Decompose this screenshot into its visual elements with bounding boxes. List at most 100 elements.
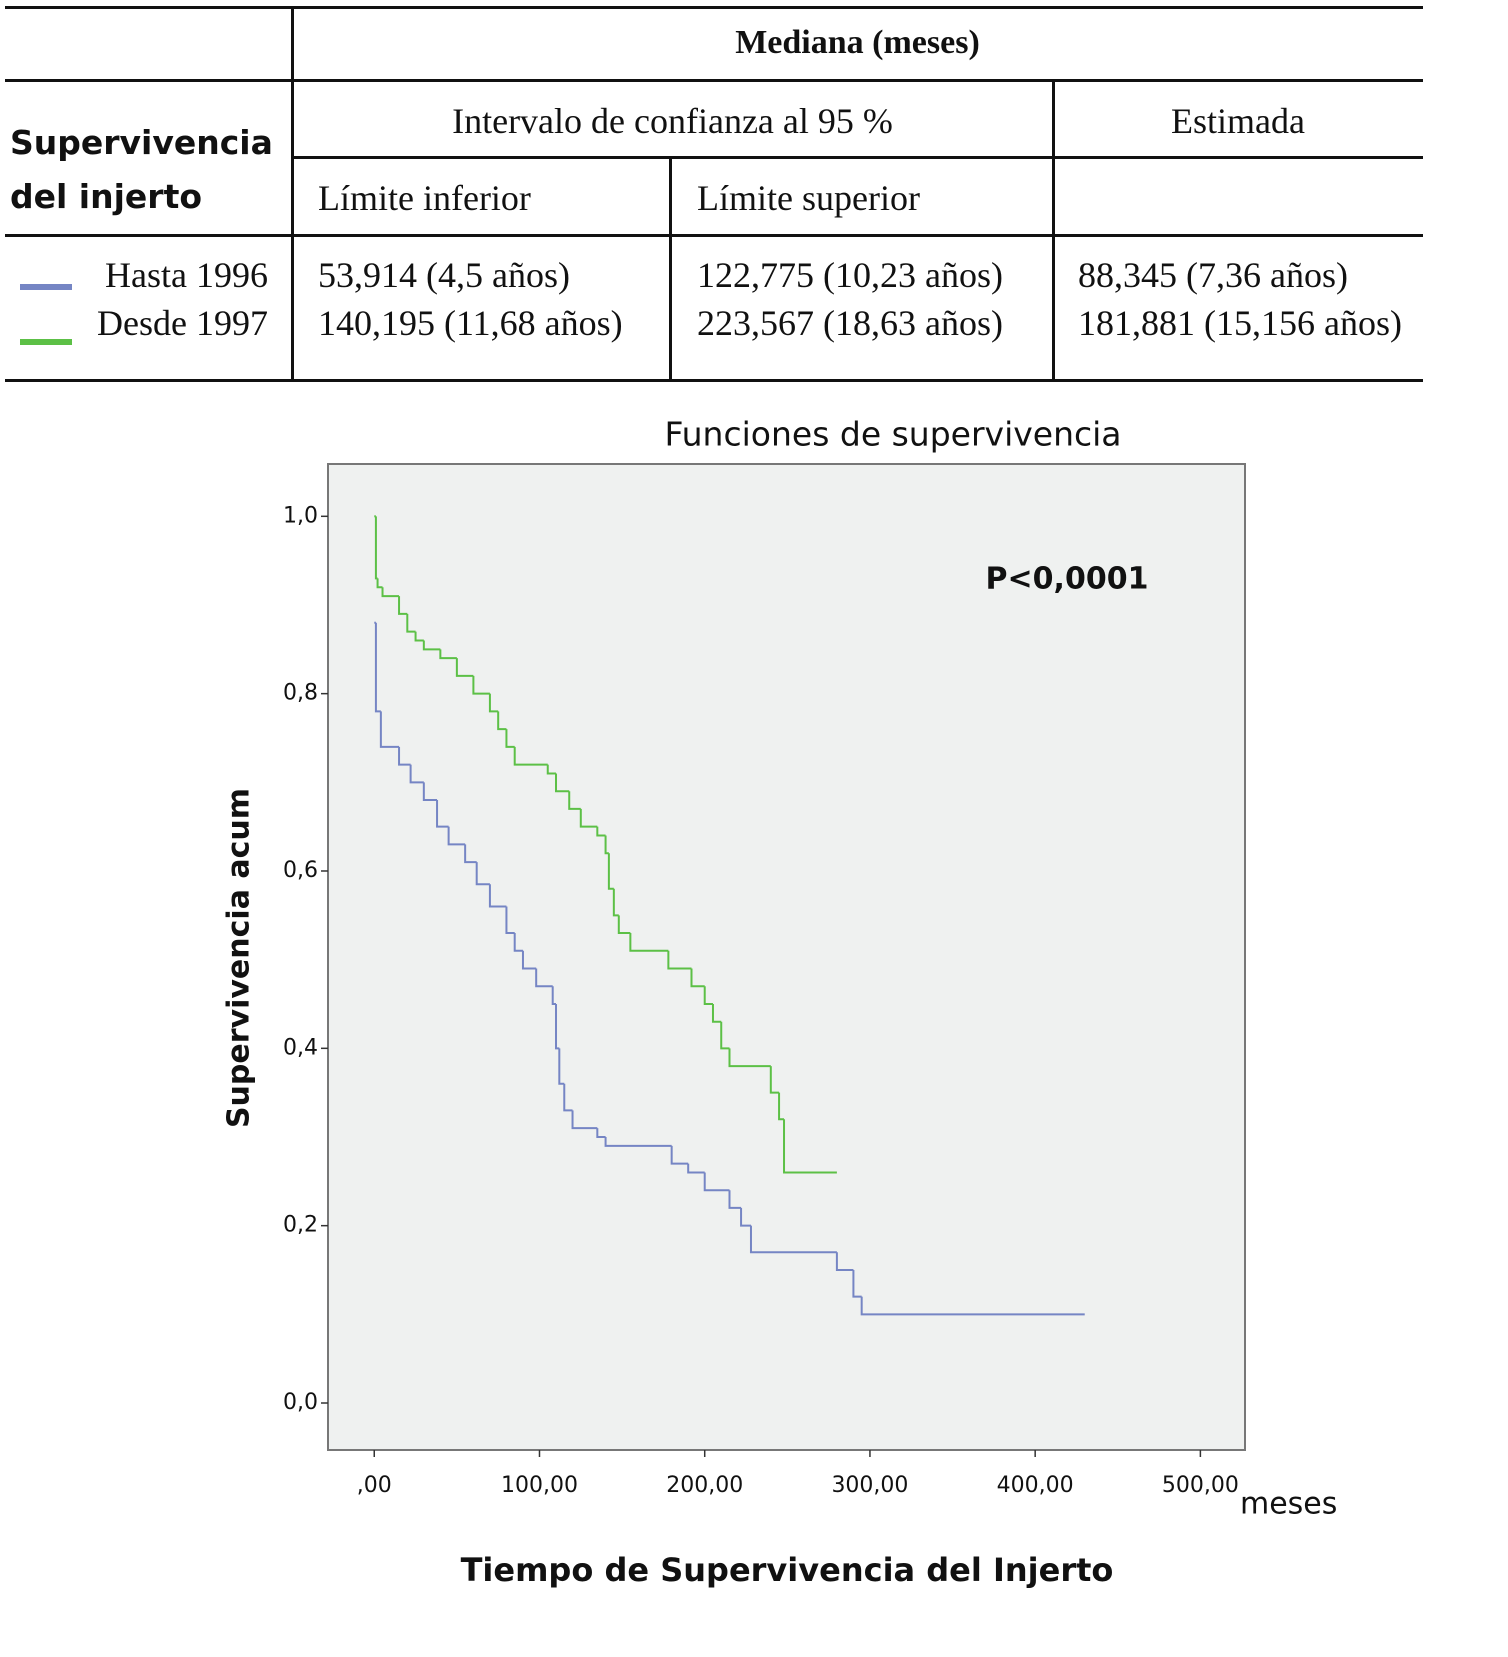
lower-header: Límite inferior bbox=[318, 178, 531, 218]
x-axis-label: Tiempo de Supervivencia del Injerto bbox=[461, 1551, 1114, 1589]
cell: 140,195 (11,68 años) bbox=[318, 303, 623, 343]
row-label: Hasta 1996 bbox=[105, 255, 268, 295]
survival-step bbox=[728, 1190, 742, 1209]
x-tick-label: 100,00 bbox=[501, 1473, 578, 1498]
survival-step bbox=[513, 746, 548, 766]
survival-step bbox=[783, 1119, 837, 1174]
legend-swatch bbox=[20, 339, 72, 345]
survival-step bbox=[513, 933, 523, 952]
cell: 122,775 (10,23 años) bbox=[697, 255, 1003, 295]
y-tick-label: 0,2 bbox=[283, 1213, 318, 1238]
survival-step bbox=[409, 764, 424, 784]
survival-step bbox=[447, 826, 466, 846]
y-axis-label: Supervivencia acum bbox=[222, 788, 257, 1128]
survival-step bbox=[728, 1048, 771, 1068]
x-tick-label: 200,00 bbox=[666, 1473, 743, 1498]
survival-step bbox=[687, 1163, 705, 1174]
survival-step bbox=[617, 915, 631, 935]
rule bbox=[5, 234, 1423, 237]
survival-step bbox=[579, 808, 598, 828]
row-header: Supervivencia del injerto bbox=[10, 123, 273, 216]
survival-step bbox=[475, 862, 490, 886]
survival-step bbox=[571, 1110, 598, 1130]
survival-step bbox=[852, 1270, 862, 1298]
survival-step bbox=[488, 884, 507, 908]
survival-step bbox=[439, 649, 457, 660]
survival-step bbox=[749, 1225, 837, 1254]
survival-step bbox=[422, 640, 441, 651]
survival-step bbox=[398, 596, 408, 615]
survival-step bbox=[604, 1136, 672, 1147]
upper-header: Límite superior bbox=[697, 178, 920, 218]
cell: 223,567 (18,63 años) bbox=[697, 303, 1003, 343]
rule bbox=[291, 6, 294, 382]
legend-swatch bbox=[20, 284, 72, 290]
survival-step bbox=[563, 1083, 573, 1112]
plot-area bbox=[327, 463, 1246, 1451]
x-tick-label: ,00 bbox=[357, 1473, 392, 1498]
survival-step bbox=[535, 968, 553, 988]
survival-step bbox=[604, 835, 609, 855]
rule bbox=[5, 6, 1423, 9]
rule bbox=[5, 79, 1423, 82]
survival-step bbox=[596, 826, 606, 837]
survival-step bbox=[720, 1021, 730, 1050]
survival-step bbox=[670, 1145, 689, 1165]
survival-step bbox=[769, 1066, 780, 1094]
y-tick-label: 0,6 bbox=[283, 858, 318, 883]
group-header: Mediana (meses) bbox=[735, 24, 980, 61]
y-tick-label: 0,4 bbox=[283, 1035, 318, 1060]
survival-step bbox=[376, 578, 383, 589]
survival-step bbox=[551, 986, 557, 1005]
y-tick-label: 0,0 bbox=[283, 1390, 318, 1415]
survival-step bbox=[629, 933, 669, 952]
survival-step bbox=[455, 658, 474, 677]
row-label: Desde 1997 bbox=[97, 303, 268, 343]
survival-step bbox=[398, 746, 411, 766]
rule bbox=[669, 156, 672, 382]
survival-step bbox=[711, 1003, 722, 1023]
survival-step bbox=[612, 888, 619, 917]
survival-step bbox=[521, 950, 537, 970]
survival-step bbox=[546, 764, 557, 775]
chart-title: Funciones de supervivencia bbox=[664, 415, 1121, 454]
y-tick-label: 1,0 bbox=[283, 503, 318, 528]
x-unit: meses bbox=[1240, 1487, 1337, 1522]
survival-step bbox=[379, 711, 400, 748]
x-tick-label: 500,00 bbox=[1162, 1473, 1239, 1498]
survival-step bbox=[436, 800, 449, 828]
cell: 181,881 (15,156 años) bbox=[1078, 303, 1402, 343]
survival-step bbox=[703, 986, 713, 1005]
survival-step bbox=[558, 1048, 565, 1085]
survival-step bbox=[505, 906, 515, 935]
survival-step bbox=[381, 587, 400, 598]
rule bbox=[1052, 79, 1055, 382]
survival-step bbox=[835, 1252, 854, 1272]
survival-step bbox=[555, 1003, 560, 1050]
survival-step bbox=[505, 729, 515, 748]
survival-step bbox=[472, 675, 490, 695]
survival-step bbox=[488, 693, 499, 713]
survival-step bbox=[555, 773, 570, 793]
survival-step bbox=[596, 1128, 606, 1138]
survival-step bbox=[607, 853, 614, 890]
survival-step bbox=[860, 1296, 1085, 1316]
survival-step bbox=[497, 711, 507, 731]
survival-step bbox=[740, 1207, 751, 1227]
y-tick-label: 0,8 bbox=[283, 681, 318, 706]
rule bbox=[292, 156, 1423, 159]
survival-step bbox=[690, 968, 705, 988]
survival-step bbox=[374, 622, 381, 713]
rule bbox=[5, 379, 1423, 382]
survival-step bbox=[778, 1092, 785, 1121]
survival-step bbox=[414, 631, 424, 642]
survival-step bbox=[703, 1172, 730, 1192]
ci-header: Intervalo de confianza al 95 % bbox=[452, 101, 893, 141]
survival-step bbox=[568, 791, 581, 810]
survival-step bbox=[667, 950, 692, 970]
estimate-header: Estimada bbox=[1171, 101, 1305, 141]
cell: 88,345 (7,36 años) bbox=[1078, 255, 1348, 295]
survival-step bbox=[422, 782, 438, 802]
